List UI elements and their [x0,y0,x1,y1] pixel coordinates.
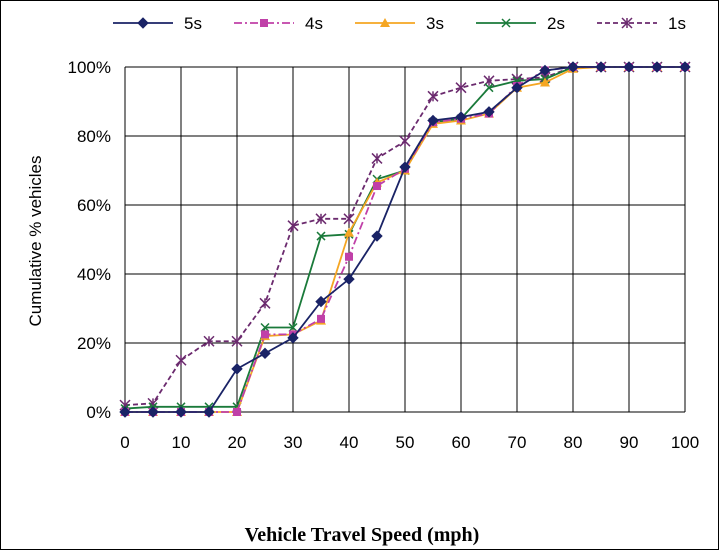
x-tick-label: 20 [228,433,247,452]
data-point-marker [137,17,149,29]
y-tick-label: 80% [77,127,111,146]
x-tick-label: 30 [284,433,303,452]
data-point-marker [455,111,467,123]
data-point-marker [484,83,494,93]
legend-item-2s: 2s [476,14,565,33]
data-point-marker [260,19,268,27]
data-point-marker [260,322,270,333]
y-tick-label: 60% [77,196,111,215]
legend-item-3s: 3s [355,14,444,33]
data-point-marker [261,330,269,339]
data-point-marker [231,363,243,375]
data-point-marker [203,335,215,347]
legend-label: 5s [184,14,202,33]
legend: 5s 4s 3s 2s 1s [113,14,686,33]
data-point-marker [679,61,691,73]
data-point-marker [373,182,381,191]
data-point-marker [371,230,383,242]
x-tick-label: 40 [340,433,359,452]
data-point-marker [315,295,327,308]
data-point-marker [344,227,354,237]
data-point-marker [595,61,607,73]
legend-item-1s: 1s [597,14,686,33]
series-5s [119,61,691,418]
x-tick-label: 0 [120,433,129,452]
data-point-marker [399,161,411,173]
data-point-marker [231,335,243,347]
data-point-marker [119,406,131,418]
data-point-marker [483,106,495,118]
gridlines [124,66,686,413]
y-axis-label: Cumulative % vehicles [26,155,45,326]
data-point-marker [621,17,633,29]
legend-item-4s: 4s [234,14,323,33]
data-point-marker [287,220,299,232]
x-axis-label: Vehicle Travel Speed (mph) [245,524,480,546]
data-point-marker [345,252,353,261]
data-point-marker [427,90,439,102]
data-point-marker [175,354,187,366]
y-tick-label: 20% [77,334,111,353]
x-tick-label: 90 [620,433,639,452]
data-point-marker [623,61,635,73]
legend-label: 2s [547,14,565,33]
data-point-marker [317,314,325,323]
data-point-marker [380,18,390,27]
data-point-marker [259,347,271,360]
x-tick-label: 70 [508,433,527,452]
data-point-marker [259,297,271,309]
data-point-marker [316,231,326,241]
data-point-marker [288,322,298,333]
x-tick-label: 60 [452,433,471,452]
data-point-marker [203,406,215,418]
legend-label: 4s [305,14,323,33]
data-point-marker [287,332,299,344]
y-axis-ticks: 0% 20% 40% 60% 80% 100% [68,58,111,422]
legend-item-5s: 5s [113,14,202,33]
data-point-marker [343,273,355,285]
series-layer [119,61,691,418]
data-point-marker [427,114,439,127]
data-point-marker [175,406,187,418]
data-point-marker [455,82,467,94]
data-point-marker [540,77,550,87]
data-point-marker [233,408,241,416]
data-point-marker [315,213,327,225]
data-point-marker [371,152,383,164]
x-tick-label: 100 [671,433,699,452]
x-tick-label: 10 [172,433,191,452]
data-point-marker [399,135,411,147]
data-point-marker [567,61,579,73]
x-tick-label: 50 [396,433,415,452]
x-tick-label: 80 [564,433,583,452]
data-point-marker [539,64,551,77]
data-point-marker [501,18,511,28]
y-tick-label: 0% [86,403,111,422]
data-point-marker [511,81,523,94]
y-tick-label: 40% [77,265,111,284]
data-point-marker [147,406,159,418]
data-point-marker [343,213,355,225]
legend-label: 3s [426,14,444,33]
y-tick-label: 100% [68,58,111,77]
data-point-marker [651,61,663,73]
x-axis-ticks: 0 10 20 30 40 50 60 70 80 90 100 [120,433,699,452]
legend-label: 1s [668,14,686,33]
